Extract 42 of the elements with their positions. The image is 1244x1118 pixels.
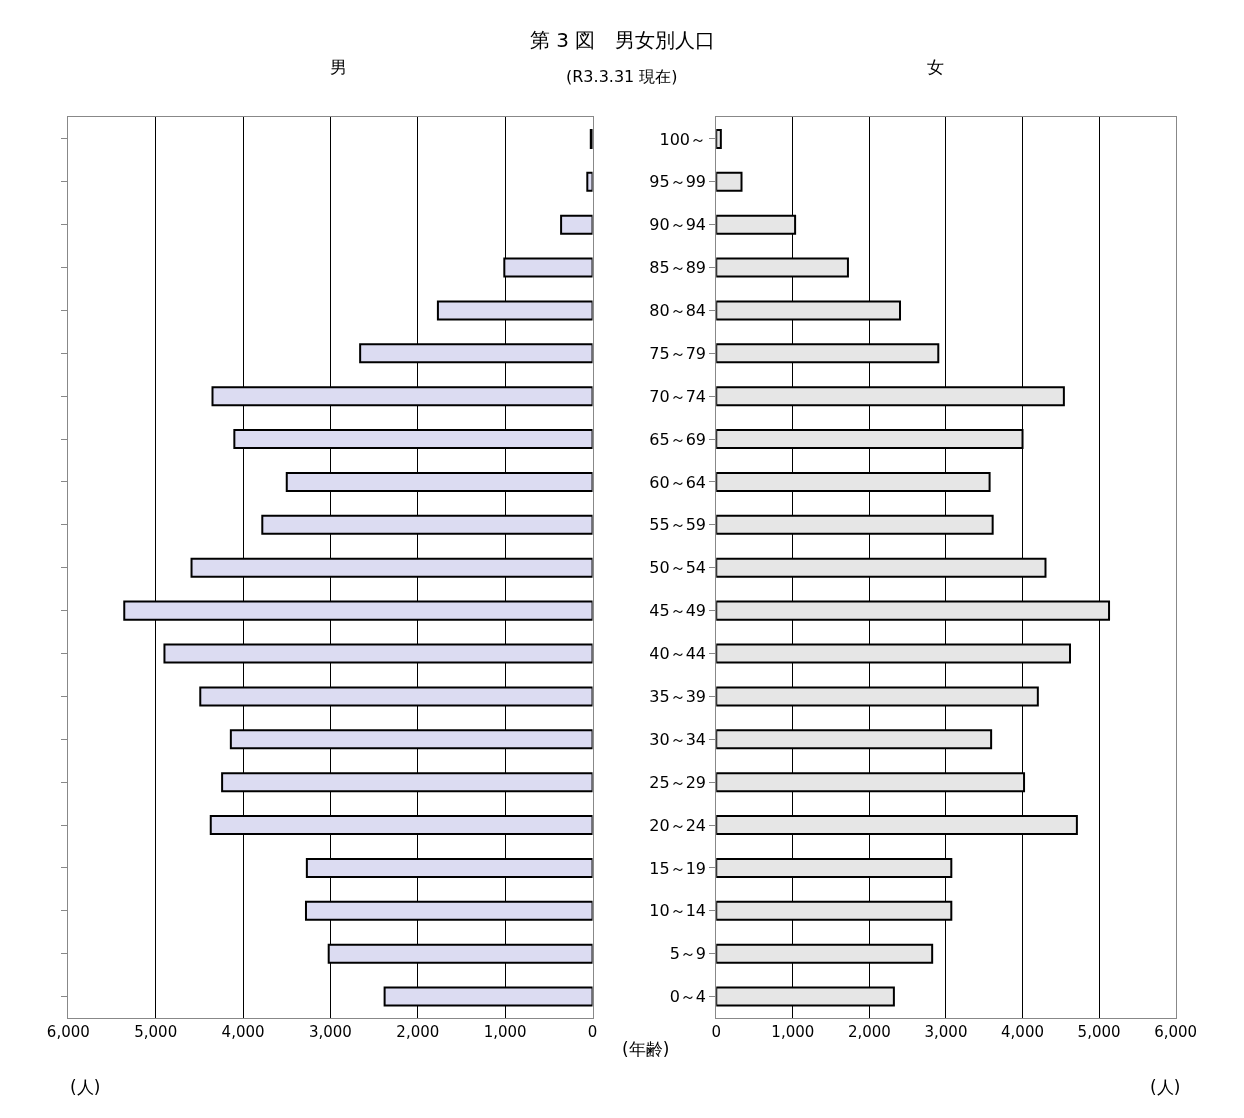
x-tick-label: 1,000	[771, 1023, 815, 1041]
chart-title: 第 3 図 男女別人口	[530, 28, 716, 52]
x-tick-label: 2,000	[847, 1023, 891, 1041]
x-tick-label: 5,000	[1077, 1023, 1121, 1041]
y-tick-label: 90～94	[649, 215, 707, 235]
y-tick-label: 25～29	[649, 772, 707, 792]
x-tick-label: 0	[711, 1023, 722, 1041]
x-tick-label: 6,000	[1154, 1023, 1198, 1041]
y-tick-label: 10～14	[649, 901, 707, 921]
y-tick-label: 5～9	[669, 944, 707, 964]
y-tick-label: 35～39	[649, 686, 707, 706]
x-tick-label: 3,000	[924, 1023, 968, 1041]
text: (年齢)	[622, 1039, 670, 1059]
y-tick-label: 30～34	[649, 729, 707, 749]
y-tick-label: 95～99	[649, 172, 707, 192]
x-tick-label: 6,000	[46, 1023, 90, 1041]
y-tick-label: 55～59	[649, 515, 707, 535]
text: (人)	[1150, 1077, 1181, 1097]
text: 男	[330, 57, 347, 77]
y-tick-label: 40～44	[649, 644, 707, 664]
y-tick-label: 75～79	[649, 343, 707, 363]
y-tick-label: 60～64	[649, 472, 707, 492]
y-tick-label: 80～84	[649, 301, 707, 321]
x-tick-label: 0	[587, 1023, 598, 1041]
y-tick-label: 85～89	[649, 258, 707, 278]
chart-subtitle: (R3.3.31 現在)	[566, 67, 678, 86]
y-tick-label: 50～54	[649, 558, 707, 578]
text: 女	[927, 57, 944, 77]
x-tick-label: 3,000	[308, 1023, 352, 1041]
x-tick-label: 2,000	[396, 1023, 440, 1041]
x-tick-label: 4,000	[221, 1023, 265, 1041]
y-tick-label: 45～49	[649, 601, 707, 621]
y-tick-label: 70～74	[649, 386, 707, 406]
x-tick-label: 5,000	[134, 1023, 178, 1041]
y-tick-label: 0～4	[669, 987, 707, 1007]
y-tick-label: 65～69	[649, 429, 707, 449]
y-tick-label: 20～24	[649, 815, 707, 835]
y-tick-label: 15～19	[649, 858, 707, 878]
x-tick-label: 4,000	[1001, 1023, 1044, 1041]
x-tick-label: 1,000	[483, 1023, 527, 1041]
y-tick-label: 100～	[659, 129, 707, 149]
text: (人)	[70, 1077, 101, 1097]
